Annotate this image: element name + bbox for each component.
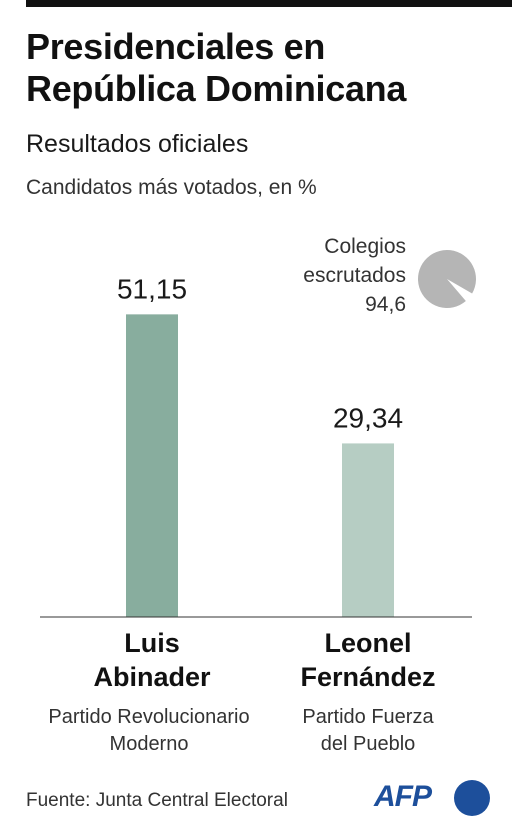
title-line-1: Presidenciales en bbox=[26, 26, 326, 67]
afp-logo-dot-icon bbox=[454, 780, 490, 816]
bar-2-value-label: 29,34 bbox=[333, 402, 403, 433]
candidate-2-party: Partido Fuerza del Pueblo bbox=[243, 704, 493, 758]
colegios-label: Colegios escrutados 94,6 bbox=[303, 232, 406, 319]
title-line-2: República Dominicana bbox=[26, 68, 407, 109]
candidate-1-name-line-2: Abinader bbox=[93, 662, 211, 692]
candidate-1-name-line-1: Luis bbox=[124, 628, 180, 658]
chart-title: Presidenciales en República Dominicana bbox=[26, 26, 506, 110]
bar-chart: 51,15 29,34 bbox=[40, 250, 476, 618]
candidate-2-name-line-1: Leonel bbox=[324, 628, 412, 658]
candidate-1-name: Luis Abinader bbox=[32, 626, 272, 694]
unit-label: Candidatos más votados, en % bbox=[26, 176, 317, 199]
afp-logo-text: AFP bbox=[374, 780, 432, 813]
bar-2 bbox=[342, 443, 394, 617]
chart-subtitle: Resultados oficiales bbox=[26, 130, 249, 158]
candidate-2-party-line-2: del Pueblo bbox=[320, 733, 416, 755]
candidate-2-name-line-2: Fernández bbox=[300, 662, 436, 692]
candidate-2-party-line-1: Partido Fuerza bbox=[302, 706, 434, 728]
candidate-1-party-line-1: Partido Revolucionario bbox=[48, 706, 250, 728]
afp-logo: AFP bbox=[374, 778, 490, 820]
candidate-1-party-line-2: Moderno bbox=[109, 733, 189, 755]
source-note: Fuente: Junta Central Electoral bbox=[26, 790, 288, 811]
colegios-line-1: Colegios bbox=[324, 235, 406, 258]
colegios-pie-icon bbox=[418, 250, 476, 308]
top-rule bbox=[26, 0, 512, 7]
bar-1 bbox=[126, 314, 178, 617]
colegios-value: 94,6 bbox=[365, 293, 406, 316]
bar-1-value-label: 51,15 bbox=[117, 273, 187, 304]
colegios-line-2: escrutados bbox=[303, 264, 406, 287]
candidate-1-party: Partido Revolucionario Moderno bbox=[24, 704, 274, 758]
bars-layer: 51,15 29,34 bbox=[117, 273, 403, 617]
candidate-2-name: Leonel Fernández bbox=[248, 626, 488, 694]
